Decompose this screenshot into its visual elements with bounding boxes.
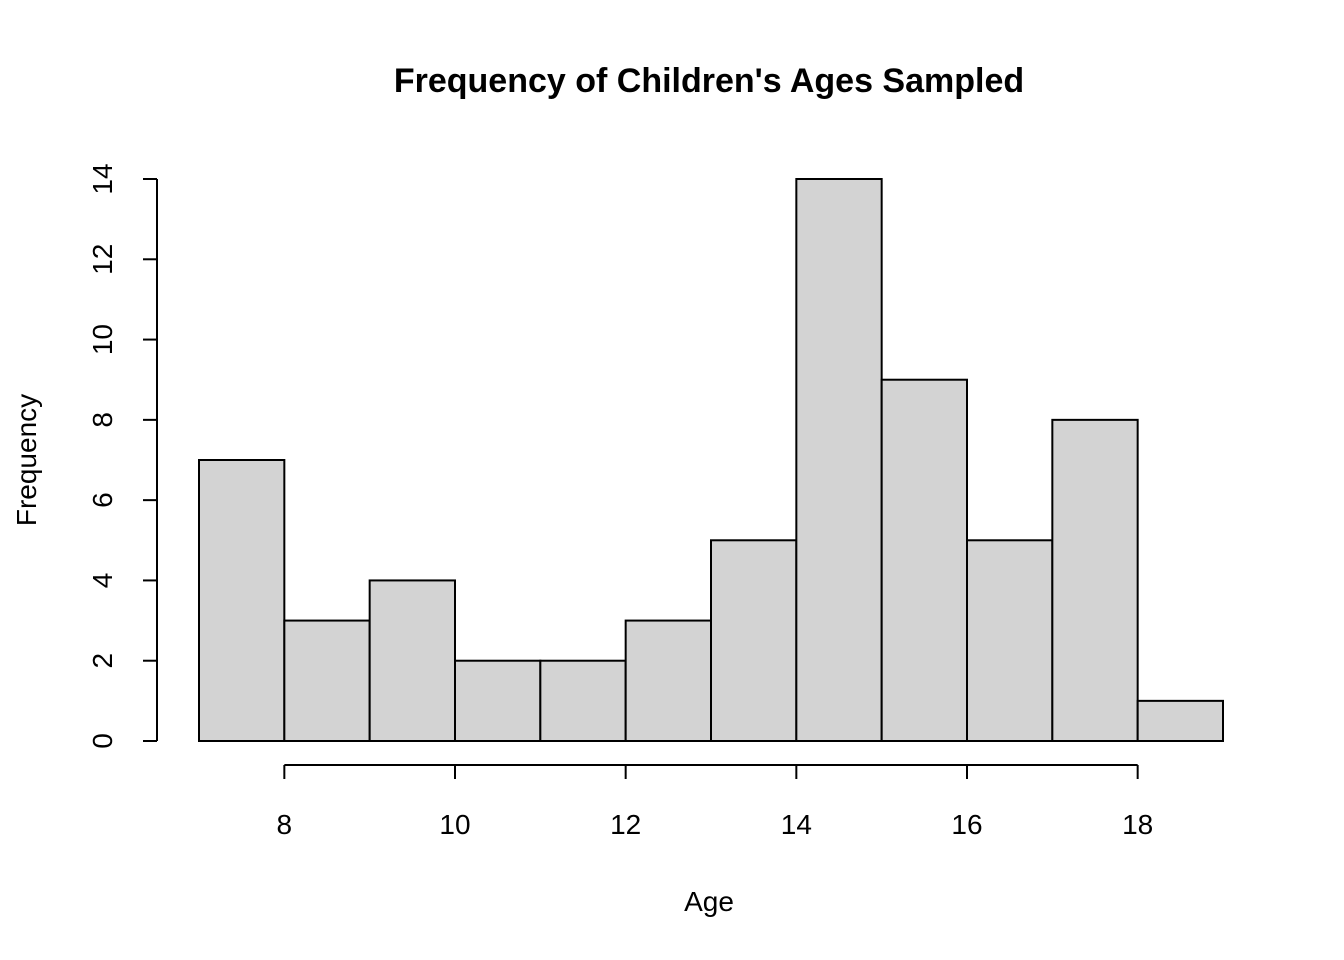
y-tick-label-4: 4: [87, 573, 118, 589]
histogram-bar-7-8: [198, 459, 286, 742]
y-tick-label-8: 8: [87, 412, 118, 428]
histogram-bar-16-17: [966, 539, 1054, 742]
y-tick-label-6: 6: [87, 492, 118, 508]
x-tick-label-10: 10: [439, 809, 470, 840]
histogram-bar-11-12: [539, 659, 627, 743]
histogram-bar-15-16: [880, 378, 969, 742]
x-tick-label-8: 8: [277, 809, 293, 840]
histogram-bar-18-19: [1136, 699, 1224, 742]
x-axis-label: Age: [684, 886, 734, 917]
histogram-bar-9-10: [368, 579, 456, 743]
y-tick-label-0: 0: [87, 733, 118, 749]
y-axis-label: Frequency: [11, 394, 42, 526]
histogram-bar-17-18: [1051, 418, 1139, 742]
bars-group: [198, 178, 1224, 743]
histogram-bar-14-15: [795, 178, 883, 742]
histogram-bar-8-9: [283, 619, 371, 742]
x-tick-label-18: 18: [1122, 809, 1153, 840]
y-axis: 0 2 4 6 8 10 12 14: [87, 163, 158, 749]
histogram-bar-13-14: [710, 539, 798, 742]
y-tick-label-14: 14: [87, 163, 118, 194]
y-tick-label-10: 10: [87, 324, 118, 355]
y-tick-label-12: 12: [87, 244, 118, 275]
chart-title: Frequency of Children's Ages Sampled: [394, 62, 1024, 100]
y-tick-label-2: 2: [87, 653, 118, 669]
x-axis: 8 10 12 14 16 18: [277, 764, 1153, 840]
x-tick-label-14: 14: [781, 809, 812, 840]
histogram-bar-10-11: [454, 659, 542, 743]
histogram-bar-12-13: [624, 619, 713, 742]
x-tick-label-16: 16: [951, 809, 982, 840]
x-tick-label-12: 12: [610, 809, 641, 840]
